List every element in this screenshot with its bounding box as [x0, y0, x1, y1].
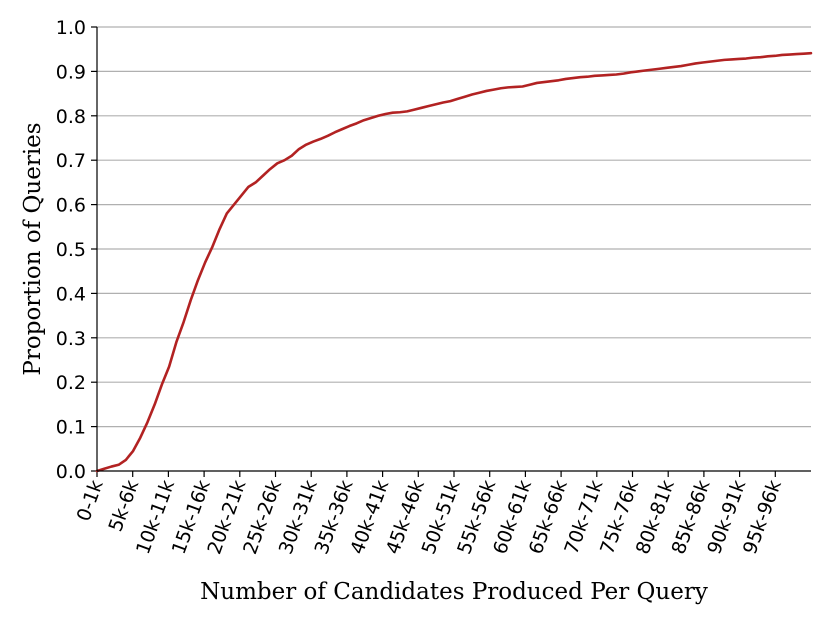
y-tick-label: 0.5	[56, 239, 86, 261]
y-tick-label: 1.0	[56, 17, 86, 39]
y-gridlines	[97, 26, 811, 428]
y-axis-title: Proportion of Queries	[20, 122, 46, 375]
y-tick-label: 0.1	[56, 417, 86, 439]
x-tick-label: 5k-6k	[105, 477, 144, 534]
y-tick-label: 0.7	[56, 150, 86, 172]
y-tick-label: 0.6	[56, 195, 86, 217]
series-line	[95, 51, 813, 473]
y-tick-label: 0.8	[56, 106, 86, 128]
y-tick-label: 0.9	[56, 61, 86, 83]
x-axis-ticks: 0-1k5k-6k10k-11k15k-16k20k-21k25k-26k30k…	[73, 471, 786, 557]
y-tick-label: 0.0	[56, 461, 86, 483]
y-axis-ticks: 0.0 0.1 0.2 0.3 0.4 0.5 0.6 0.7 0.8 0.9 1.0	[56, 17, 97, 483]
y-tick-label: 0.3	[56, 328, 86, 350]
y-tick-label: 0.2	[56, 372, 86, 394]
y-tick-label: 0.4	[56, 283, 86, 305]
x-axis-title: Number of Candidates Produced Per Query	[200, 579, 708, 605]
x-tick-label: 0-1k	[73, 477, 108, 524]
